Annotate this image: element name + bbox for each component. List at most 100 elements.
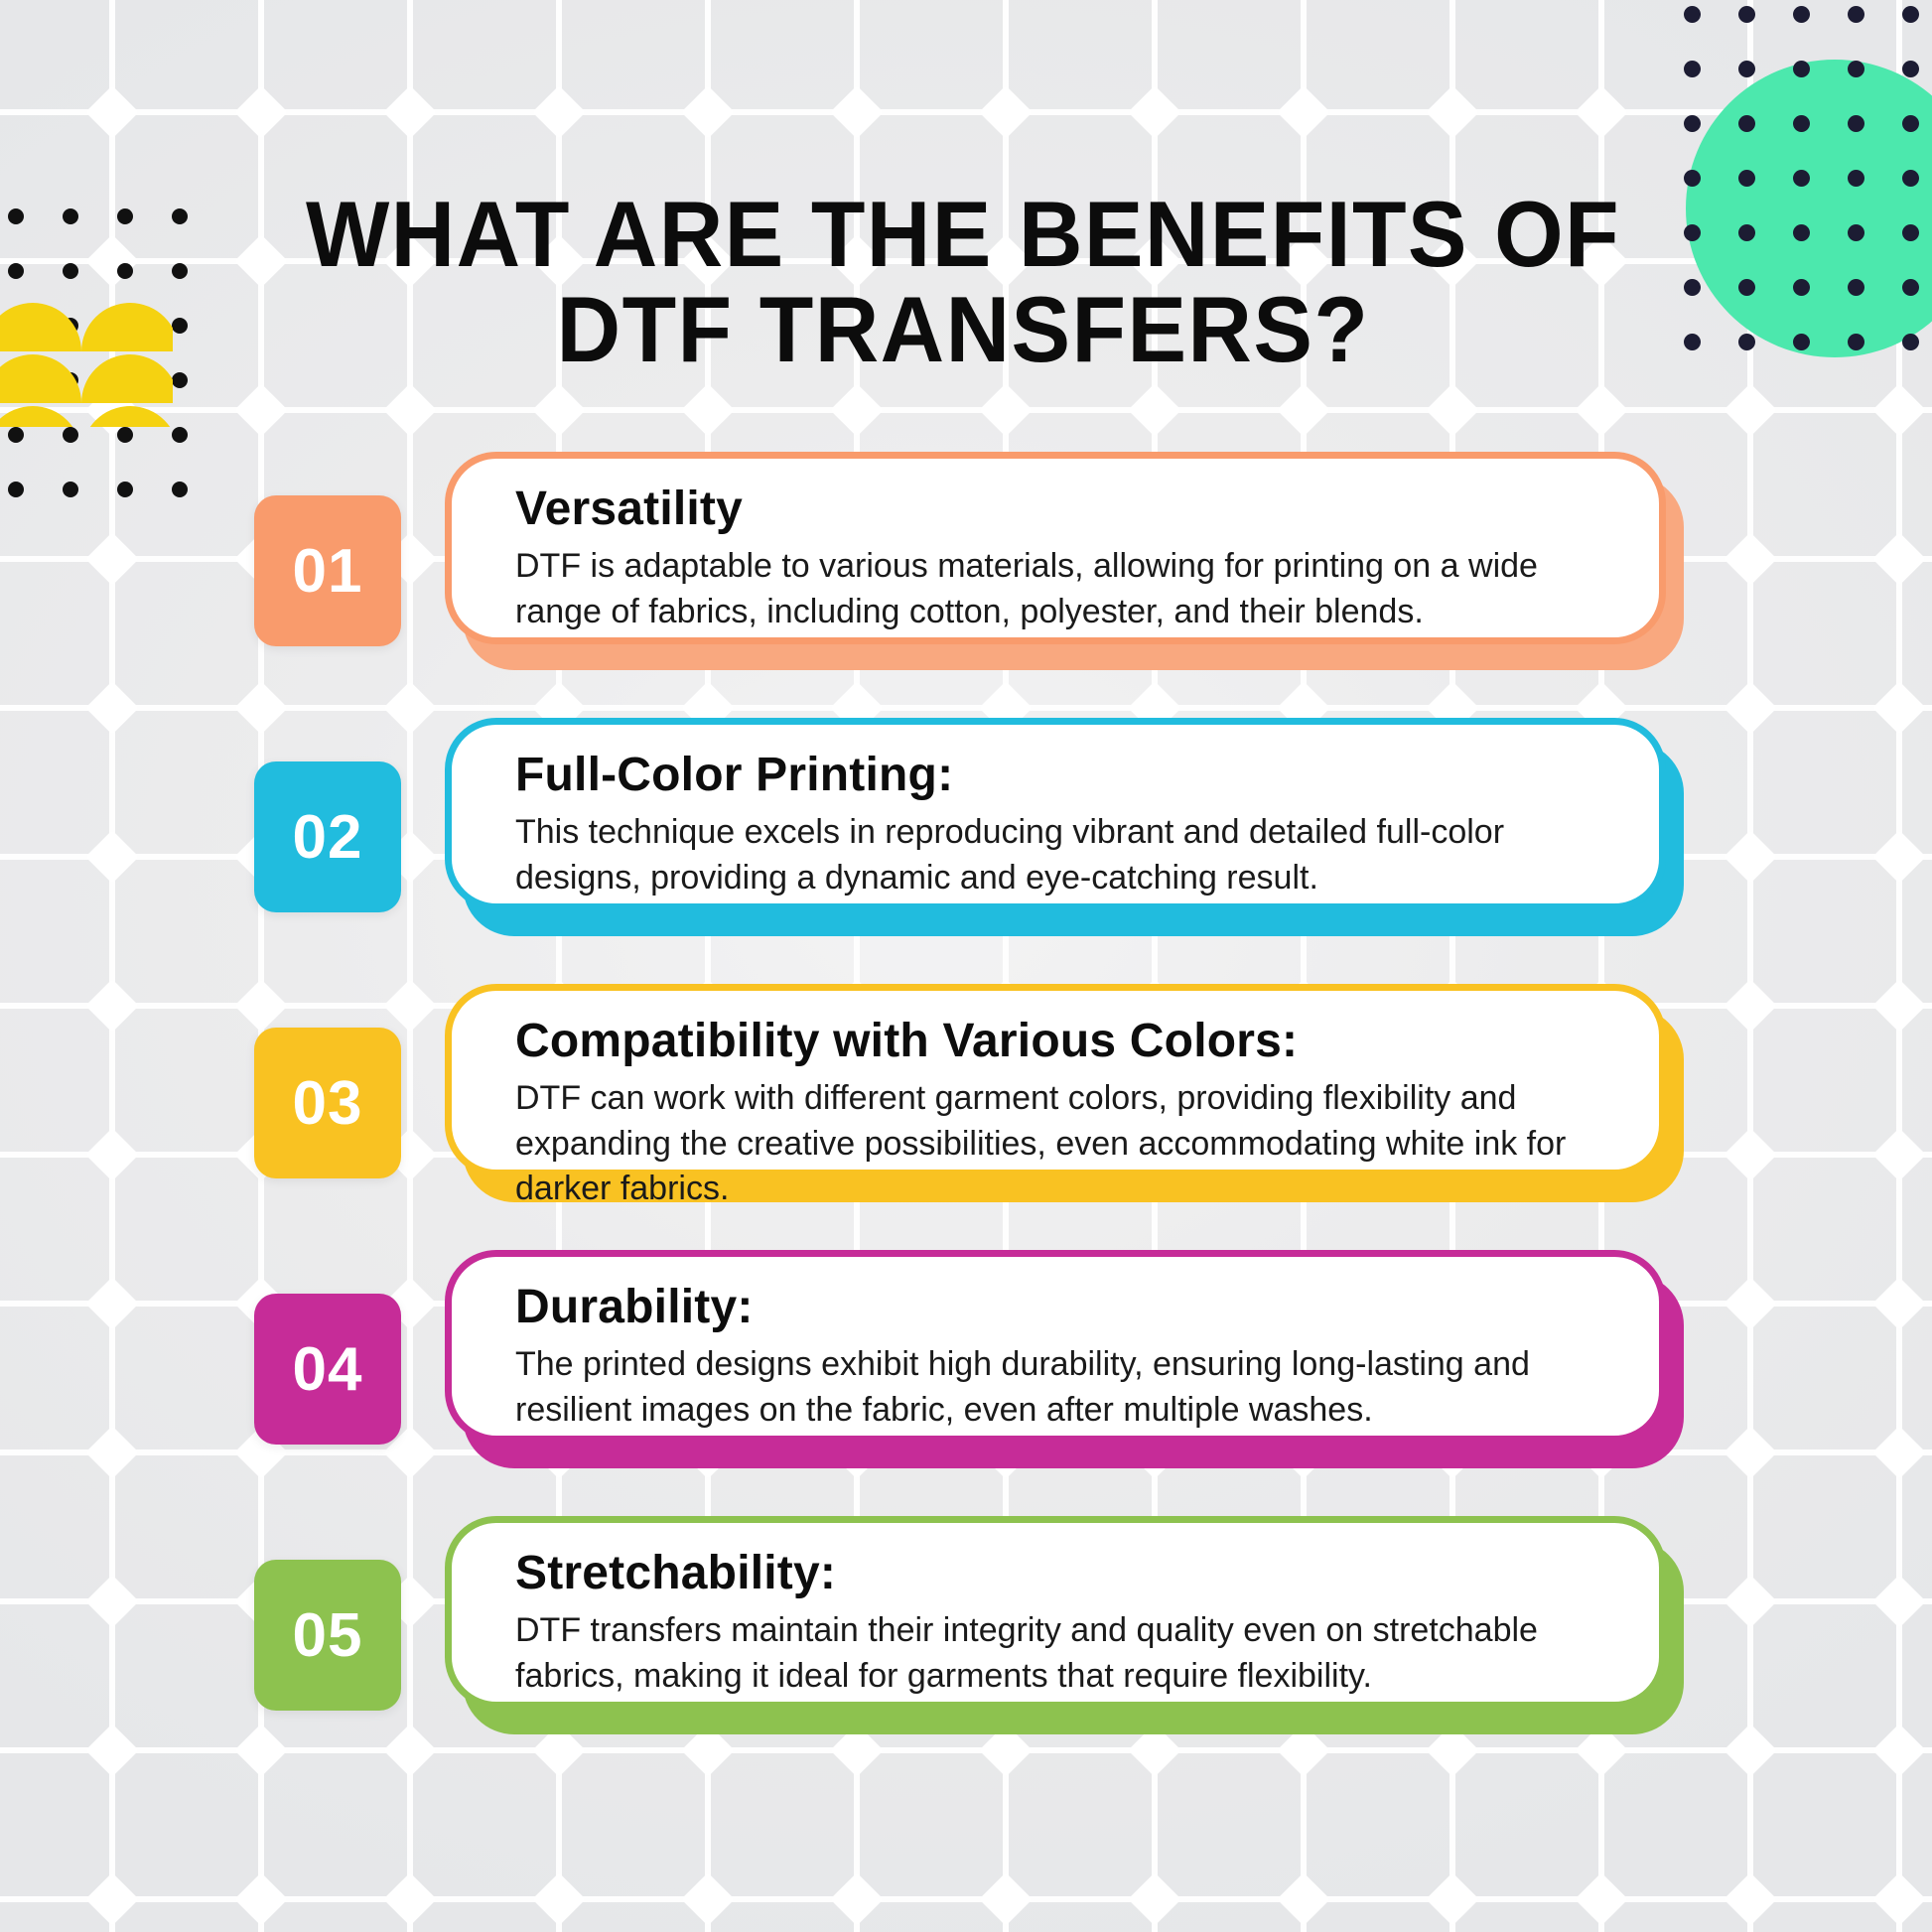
decor-dot (1684, 6, 1701, 23)
decor-dot (63, 482, 78, 497)
decor-arc (0, 354, 81, 403)
grid-node (1872, 1872, 1926, 1926)
grid-node (1426, 383, 1479, 437)
benefit-title: Stretchability: (515, 1547, 837, 1599)
decor-dot (1902, 279, 1919, 296)
grid-node (1575, 85, 1628, 139)
benefit-number: 04 (292, 1334, 363, 1404)
decor-dot (8, 427, 24, 443)
decor-dot (1793, 115, 1810, 132)
decor-dot (1848, 115, 1864, 132)
grid-node (979, 1872, 1033, 1926)
grid-node (1724, 1872, 1777, 1926)
benefit-card-wrapper: Versatility DTF is adaptable to various m… (445, 452, 1684, 680)
decor-dot (1684, 170, 1701, 187)
grid-node (1277, 383, 1330, 437)
benefit-card: Full-Color Printing: This technique excel… (445, 718, 1666, 910)
grid-node (234, 234, 288, 288)
benefit-number-badge: 02 (254, 761, 401, 912)
benefit-card: Versatility DTF is adaptable to various m… (445, 452, 1666, 644)
benefit-number: 05 (292, 1600, 363, 1670)
decor-dot (1848, 61, 1864, 77)
decor-dot (63, 427, 78, 443)
decor-dot (172, 208, 188, 224)
grid-node (1277, 1872, 1330, 1926)
yellow-semicircle-pattern (0, 303, 173, 427)
grid-node (1426, 85, 1479, 139)
grid-node (681, 1872, 735, 1926)
grid-node (1128, 85, 1181, 139)
decor-dot (1684, 224, 1701, 241)
grid-node (234, 383, 288, 437)
page-title: WHAT ARE THE BENEFITS OF DTF TRANSFERS? (305, 182, 1621, 381)
benefit-row: 01 Versatility DTF is adaptable to various… (0, 452, 1932, 718)
decor-dot (1684, 115, 1701, 132)
decor-arc (0, 303, 81, 351)
grid-node (383, 383, 437, 437)
grid-node (830, 1872, 884, 1926)
grid-node (234, 1872, 288, 1926)
benefit-card: Stretchability: DTF transfers maintain th… (445, 1516, 1666, 1709)
decor-arc (81, 354, 173, 403)
benefit-row: 03 Compatibility with Various Colors: DTF … (0, 984, 1932, 1250)
mint-circle-decoration (1686, 60, 1932, 357)
decor-arc (81, 303, 173, 351)
decor-dot (1684, 334, 1701, 350)
decor-dot (1684, 61, 1701, 77)
decor-dot (1848, 170, 1864, 187)
benefit-card-wrapper: Compatibility with Various Colors: DTF ca… (445, 984, 1684, 1212)
decor-dot (1738, 279, 1755, 296)
decor-dot (63, 263, 78, 279)
benefit-title: Versatility (515, 483, 744, 535)
decor-dot (1738, 170, 1755, 187)
grid-node (532, 383, 586, 437)
decor-dot (1793, 334, 1810, 350)
decor-dot (172, 318, 188, 334)
benefit-number-badge: 03 (254, 1028, 401, 1178)
grid-node (1128, 383, 1181, 437)
decor-dot (172, 372, 188, 388)
decor-dot (117, 263, 133, 279)
grid-node (85, 85, 139, 139)
benefit-card-wrapper: Stretchability: DTF transfers maintain th… (445, 1516, 1684, 1744)
decor-arc (0, 406, 81, 427)
decor-dot (1902, 334, 1919, 350)
decor-dot (8, 482, 24, 497)
benefit-number: 03 (292, 1068, 363, 1138)
grid-node (979, 383, 1033, 437)
benefit-card: Durability: The printed designs exhibit h… (445, 1250, 1666, 1443)
grid-node (681, 383, 735, 437)
decor-dot (1684, 279, 1701, 296)
decor-dot (1738, 224, 1755, 241)
decor-dot (1738, 334, 1755, 350)
benefits-list: 01 Versatility DTF is adaptable to various… (0, 452, 1932, 1782)
grid-node (1277, 85, 1330, 139)
benefit-card: Compatibility with Various Colors: DTF ca… (445, 984, 1666, 1207)
grid-node (830, 383, 884, 437)
decor-dot (1848, 334, 1864, 350)
decor-dot (1738, 61, 1755, 77)
decor-dot (1793, 61, 1810, 77)
benefit-title: Compatibility with Various Colors: (515, 1015, 1299, 1067)
grid-node (532, 85, 586, 139)
grid-node (830, 85, 884, 139)
decor-dot (1848, 6, 1864, 23)
decor-dot (1902, 115, 1919, 132)
grid-node (681, 85, 735, 139)
grid-node (1575, 383, 1628, 437)
decor-dot (1848, 224, 1864, 241)
benefit-description: DTF transfers maintain their integrity a… (515, 1611, 1538, 1695)
benefit-description: DTF can work with different garment colo… (515, 1079, 1567, 1207)
decor-dot (1902, 170, 1919, 187)
grid-node (234, 85, 288, 139)
decor-dot (1793, 224, 1810, 241)
benefit-number-badge: 01 (254, 495, 401, 646)
decor-dot (1793, 170, 1810, 187)
benefit-number: 01 (292, 536, 363, 606)
benefit-description: The printed designs exhibit high durabil… (515, 1345, 1530, 1429)
decor-dot (117, 208, 133, 224)
benefit-title: Full-Color Printing: (515, 749, 954, 801)
benefit-description: DTF is adaptable to various materials, a… (515, 547, 1538, 630)
benefit-description: This technique excels in reproducing vib… (515, 813, 1505, 897)
